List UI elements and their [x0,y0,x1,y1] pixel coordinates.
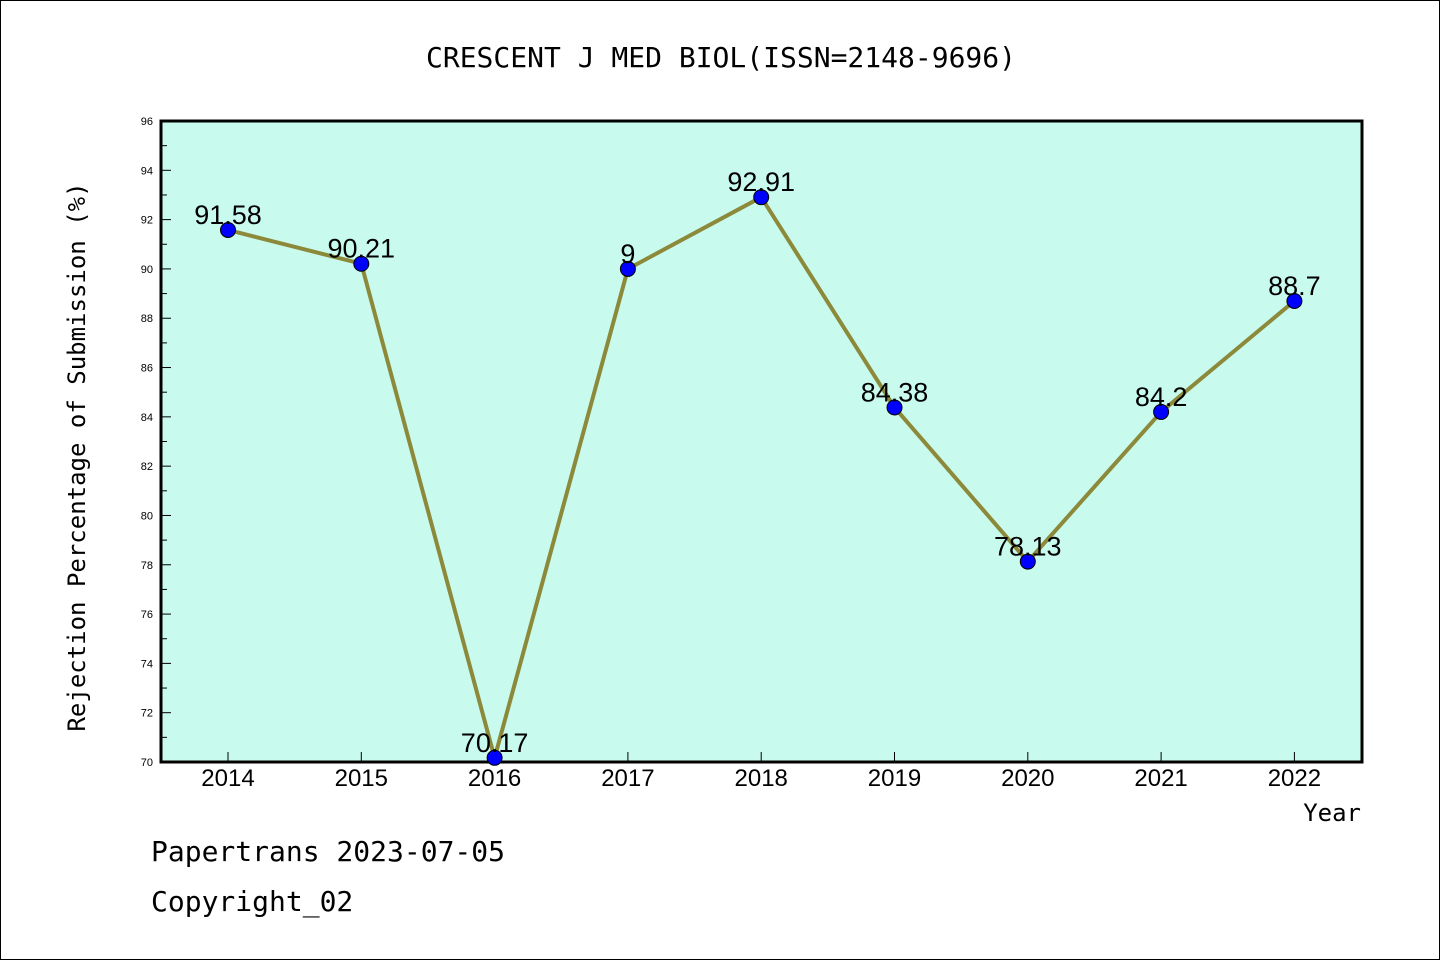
data-label: 9 [620,239,635,269]
y-tick-label: 80 [141,510,153,522]
data-point [220,221,236,238]
data-label: 84.2 [1135,382,1188,412]
y-tick-label: 84 [141,412,153,424]
x-tick-label: 2014 [201,765,254,792]
data-point [1153,403,1170,420]
data-point [886,399,903,416]
footer-date-text: Papertrans 2023-07-05 [151,835,506,868]
data-point [486,749,503,766]
y-tick-label: 90 [141,264,153,276]
y-tick-label: 94 [141,165,153,177]
series-layer: 91.58 90.21 70.17 9 92.91 84.38 78.13 84.2 88.7 [194,167,1321,766]
x-tick-label: 2021 [1134,765,1187,792]
data-label: 90.21 [328,234,396,264]
chart-title: CRESCENT J MED BIOL(ISSN=2148-9696) [426,41,1016,74]
plot-area [159,119,1364,764]
x-axis-label: Year [1303,799,1361,827]
data-label: 92.91 [727,167,795,197]
y-tick-label: 72 [141,708,153,720]
y-tick-label: 86 [141,363,153,375]
y-tick-label: 76 [141,609,153,621]
data-point [619,260,636,277]
x-tick-label: 2017 [601,765,654,792]
data-label: 70.17 [461,728,529,758]
data-label: 88.7 [1268,271,1321,301]
y-tick-label: 70 [141,757,153,769]
data-point [753,189,770,206]
data-label: 91.58 [194,200,262,230]
data-point [1286,292,1303,309]
x-tick-label: 2020 [1001,765,1054,792]
data-label: 78.13 [994,532,1062,562]
y-axis-label: Rejection Percentage of Submission (%) [63,182,91,731]
data-label: 84.38 [861,377,929,407]
x-tick-label: 2019 [868,765,921,792]
y-tick-label: 88 [141,313,153,325]
x-tick-label: 2016 [468,765,521,792]
y-tick-label: 92 [141,215,153,227]
y-tick-label: 78 [141,560,153,572]
x-tick-label: 2022 [1268,765,1321,792]
x-tick-label: 2018 [735,765,788,792]
x-axis: 2014 2015 2016 2017 2018 2019 2020 2021 2022 [201,752,1321,792]
data-point [353,255,370,272]
data-point [1019,553,1036,570]
y-axis: 70 72 74 76 78 80 82 84 86 88 90 92 94 96 [141,116,171,769]
x-tick-label: 2015 [335,765,388,792]
y-tick-label: 74 [141,658,153,670]
y-tick-label: 96 [141,116,153,128]
y-tick-label: 82 [141,461,153,473]
footer-copyright-text: Copyright_02 [151,885,354,918]
